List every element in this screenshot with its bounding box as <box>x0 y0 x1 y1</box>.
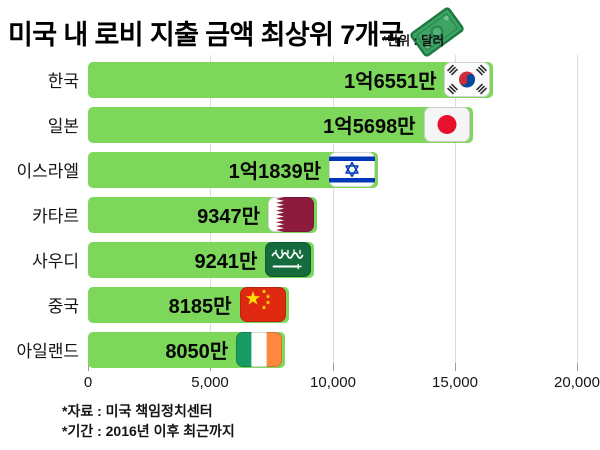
bar-row-ireland: 아일랜드 8050만 <box>0 327 600 372</box>
bar-ireland: 8050만 <box>88 331 286 368</box>
axis-tick <box>333 363 334 371</box>
value-label: 8185만 <box>168 296 232 318</box>
japan-flag-icon <box>423 107 470 142</box>
value-label: 1억5698만 <box>323 116 416 138</box>
bar-japan: 1억5698만 <box>88 106 473 143</box>
value-label: 9347만 <box>197 206 260 228</box>
x-tick-label: 0 <box>83 374 93 391</box>
bar-china: 8185만 <box>88 286 289 323</box>
gridline-15000 <box>455 55 456 364</box>
header: 미국 내 로비 지출 금액 최상위 7개국 *단위 : 달러 <box>8 6 466 58</box>
bar-row-japan: 일본 1억5698만 <box>0 102 600 147</box>
bar-track: 1억1839만 <box>88 151 578 188</box>
gridline-10000 <box>333 55 334 364</box>
country-label: 아일랜드 <box>16 342 79 361</box>
value-label: 8050만 <box>165 341 229 363</box>
bar-track: 8050만 <box>88 331 578 368</box>
israel-flag-icon <box>329 152 376 187</box>
saudi-arabia-flag-icon <box>265 242 312 277</box>
footer-notes: *자료 : 미국 책임정치센터 *기간 : 2016년 이후 최근까지 <box>62 401 235 441</box>
ireland-flag-icon <box>236 332 283 367</box>
bar-row-saudi: 사우디 9241만 <box>0 237 600 282</box>
country-label: 일본 <box>47 117 79 136</box>
bar-track: 9241만 <box>88 241 578 278</box>
bar-track: 1억5698만 <box>88 106 578 143</box>
country-label: 이스라엘 <box>16 162 79 181</box>
source-note: *자료 : 미국 책임정치센터 <box>62 403 213 419</box>
bar-row-qatar: 카타르 9347만 <box>0 192 600 237</box>
axis-tick <box>455 363 456 371</box>
page-title: 미국 내 로비 지출 금액 최상위 7개국 <box>8 19 404 50</box>
country-label: 한국 <box>47 72 79 91</box>
bar-row-korea: 한국 1억6551만 <box>0 57 600 102</box>
x-tick-label: 15,000 <box>432 374 478 391</box>
qatar-flag-icon <box>268 197 314 232</box>
bar-qatar: 9347만 <box>88 196 317 233</box>
x-tick-label: 20,000 <box>554 374 600 391</box>
country-label: 카타르 <box>32 207 79 226</box>
value-label: 9241만 <box>194 251 258 273</box>
money-banknote-icon <box>410 7 464 57</box>
unit-note: *단위 : 달러 <box>382 34 445 48</box>
bar-track: 9347만 <box>88 196 578 233</box>
country-label: 중국 <box>47 297 79 316</box>
axis-tick <box>577 363 578 371</box>
bar-row-china: 중국 8185만 <box>0 282 600 327</box>
country-label: 사우디 <box>32 252 79 271</box>
bar-row-israel: 이스라엘 1억1839만 <box>0 147 600 192</box>
south-korea-flag-icon <box>444 62 491 97</box>
period-note: *기간 : 2016년 이후 최근까지 <box>62 423 235 439</box>
x-tick-label: 10,000 <box>310 374 356 391</box>
gridline-20000 <box>577 55 578 364</box>
bar-track: 8185만 <box>88 286 578 323</box>
bar-saudi: 9241만 <box>88 241 315 278</box>
value-label: 1억1839만 <box>228 161 322 183</box>
bar-track: 1억6551만 <box>88 61 578 98</box>
bar-israel: 1억1839만 <box>88 151 379 188</box>
bar-korea: 1억6551만 <box>88 61 494 98</box>
bar-chart: 한국 1억6551만 <box>0 57 600 372</box>
x-tick-label: 5,000 <box>191 374 229 391</box>
axis-tick <box>88 363 89 371</box>
china-flag-icon <box>239 287 286 322</box>
value-label: 1억6551만 <box>344 71 437 93</box>
